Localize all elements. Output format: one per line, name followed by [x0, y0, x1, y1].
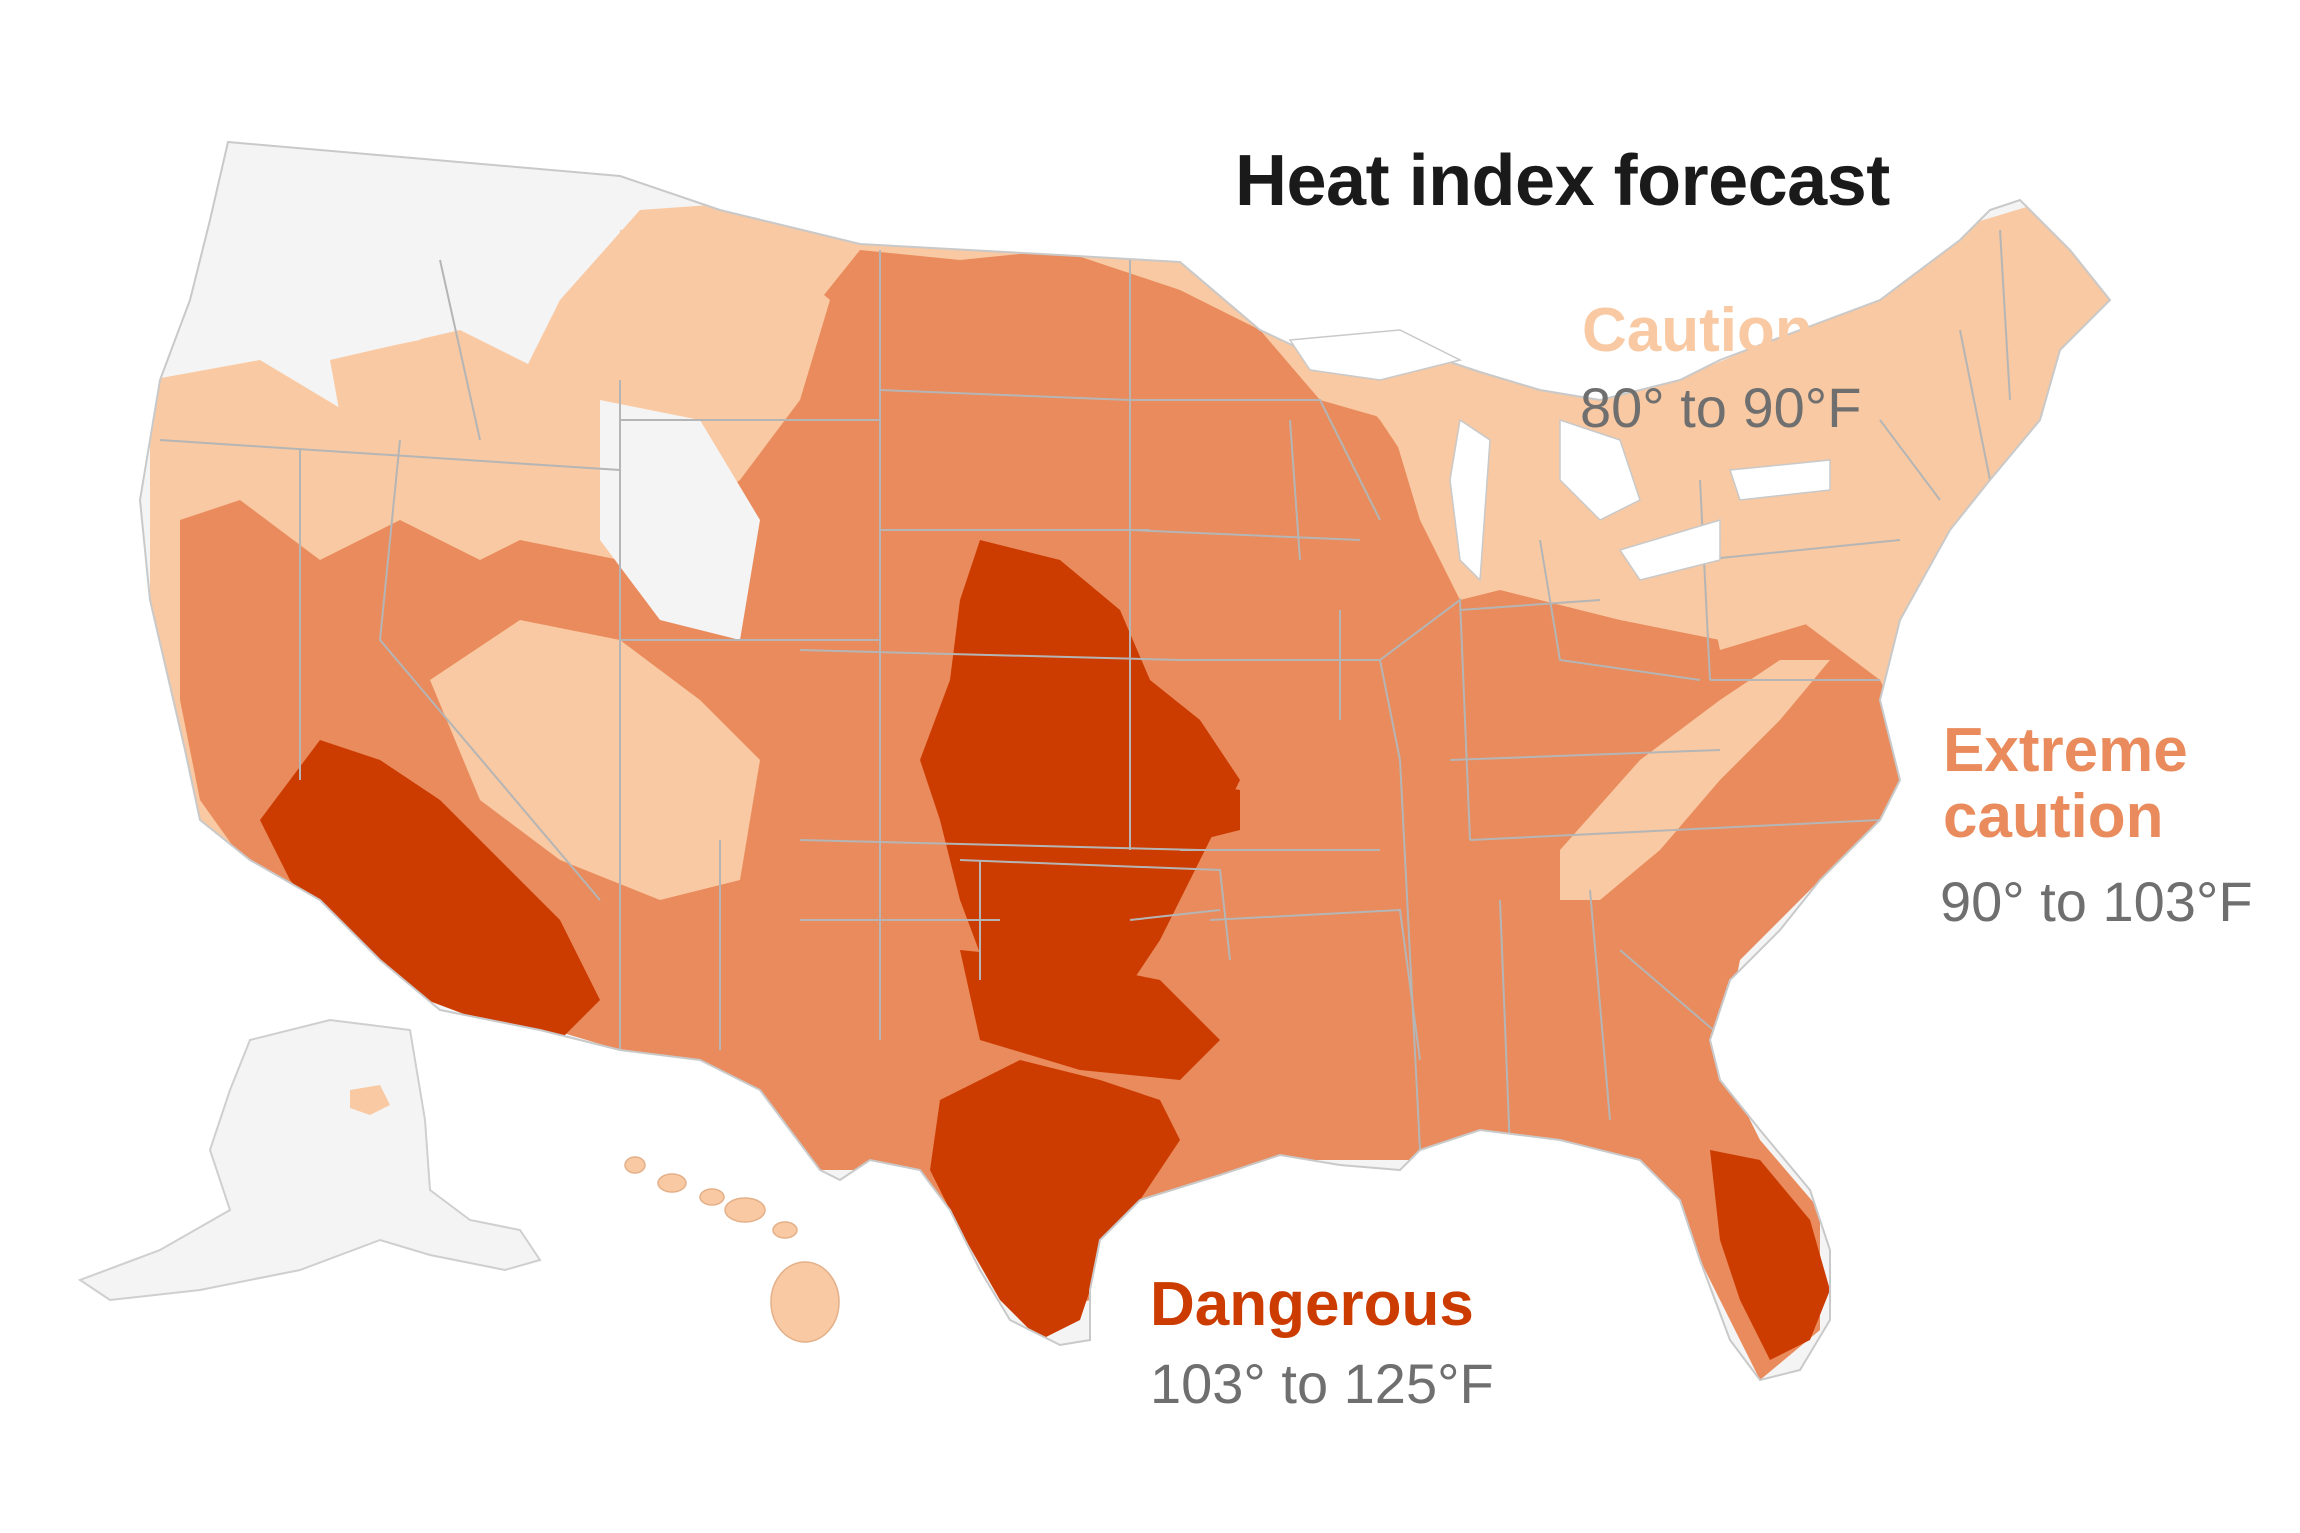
dangerous-southwest — [260, 740, 600, 1040]
hawaii-islands — [624, 1156, 840, 1343]
extreme-caution-category-label: Extreme caution — [1943, 716, 2188, 851]
alaska-shape — [77, 1018, 542, 1302]
nw-white — [240, 210, 440, 360]
dangerous-florida — [1710, 1150, 1830, 1360]
alaska-caution-patch — [350, 1085, 390, 1115]
dangerous-oklahoma — [960, 950, 1220, 1080]
map-title: Heat index forecast — [1235, 141, 1890, 221]
rockies-white — [600, 400, 760, 640]
extreme-caution-range-label: 90° to 103°F — [1940, 870, 2253, 933]
dangerous-category-label: Dangerous — [1150, 1270, 1474, 1339]
caution-range-label: 80° to 90°F — [1580, 376, 1862, 439]
appalachian-caution — [1560, 660, 1830, 900]
us-outline — [138, 140, 2112, 1382]
dangerous-range-label: 103° to 125°F — [1150, 1352, 1494, 1415]
state-borders — [159, 229, 2011, 1151]
northwest-caution — [330, 330, 620, 560]
rockies-caution — [430, 620, 760, 900]
caution-category-label: Caution — [1582, 296, 1813, 365]
great-lakes — [1288, 329, 1831, 582]
dangerous-kansas-east — [1180, 780, 1240, 840]
contiguous-us-heat-zones — [140, 142, 2110, 1380]
northeast-caution — [1700, 400, 1960, 650]
dangerous-texas — [930, 1060, 1180, 1340]
